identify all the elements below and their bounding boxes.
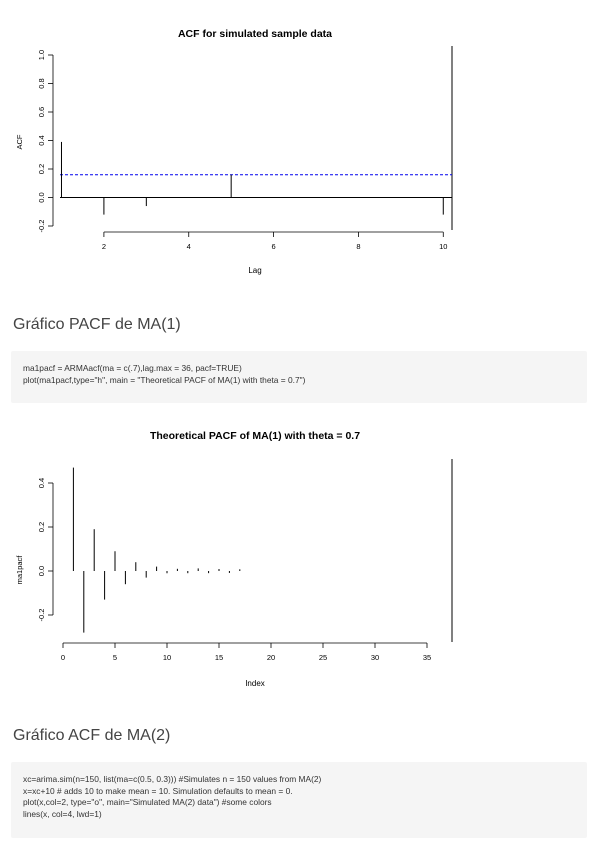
x-tick-label: 10 bbox=[439, 242, 447, 251]
acf-xlabel: Lag bbox=[248, 266, 261, 275]
pacf-ylabel: ma1pacf bbox=[15, 555, 24, 585]
pacf-section-title: Gráfico PACF de MA(1) bbox=[13, 316, 181, 333]
x-tick-label: 30 bbox=[371, 653, 379, 662]
y-tick-label: 0.0 bbox=[37, 192, 46, 202]
x-tick-label: 8 bbox=[356, 242, 360, 251]
code-line: ma1pacf = ARMAacf(ma = c(.7),lag.max = 3… bbox=[23, 363, 242, 373]
pacf-chart: Theoretical PACF of MA(1) with theta = 0… bbox=[15, 430, 453, 688]
pacf-title: Theoretical PACF of MA(1) with theta = 0… bbox=[150, 430, 360, 442]
x-tick-label: 6 bbox=[272, 242, 276, 251]
x-tick-label: 15 bbox=[215, 653, 223, 662]
code-line: lines(x, col=4, lwd=1) bbox=[23, 808, 102, 819]
y-tick-label: 0.4 bbox=[37, 478, 46, 488]
y-tick-label: 0.6 bbox=[37, 107, 46, 117]
pacf-xlabel: Index bbox=[245, 679, 265, 688]
pacf-plot: Theoretical PACF of MA(1) with theta = 0… bbox=[0, 410, 599, 700]
acf-code-block: xc=arima.sim(n=150, list(ma=c(0.5, 0.3))… bbox=[11, 762, 587, 838]
x-tick-label: 0 bbox=[61, 653, 65, 662]
y-tick-label: 0.4 bbox=[37, 135, 46, 145]
x-tick-label: 2 bbox=[102, 242, 106, 251]
y-tick-label: -0.2 bbox=[37, 220, 46, 233]
code-line: plot(x,col=2, type="o", main="Simulated … bbox=[23, 797, 272, 807]
code-line: xc=arima.sim(n=150, list(ma=c(0.5, 0.3))… bbox=[23, 774, 322, 784]
y-tick-label: -0.2 bbox=[37, 609, 46, 622]
acf-section-title: Gráfico ACF de MA(2) bbox=[13, 727, 171, 744]
x-tick-label: 25 bbox=[319, 653, 327, 662]
x-tick-label: 4 bbox=[187, 242, 191, 251]
code-line: x=xc+10 # adds 10 to make mean = 10. Sim… bbox=[23, 785, 293, 796]
acf-ylabel: ACF bbox=[15, 134, 24, 149]
x-tick-label: 5 bbox=[113, 653, 117, 662]
y-tick-label: 0.0 bbox=[37, 566, 46, 576]
x-tick-label: 20 bbox=[267, 653, 275, 662]
x-tick-label: 10 bbox=[163, 653, 171, 662]
y-tick-label: 1.0 bbox=[37, 50, 46, 60]
code-line: plot(ma1pacf,type="h", main = "Theoretic… bbox=[23, 374, 306, 385]
x-tick-label: 35 bbox=[423, 653, 431, 662]
y-tick-label: 0.2 bbox=[37, 164, 46, 174]
y-tick-label: 0.2 bbox=[37, 522, 46, 532]
y-tick-label: 0.8 bbox=[37, 78, 46, 88]
acf-plot: ACF for simulated sample data -0.2 0.0 0.2… bbox=[0, 0, 599, 290]
acf-chart: ACF for simulated sample data -0.2 0.0 0.2… bbox=[15, 28, 453, 275]
pacf-code-block: ma1pacf = ARMAacf(ma = c(.7),lag.max = 3… bbox=[11, 351, 587, 403]
acf-title: ACF for simulated sample data bbox=[178, 28, 332, 40]
